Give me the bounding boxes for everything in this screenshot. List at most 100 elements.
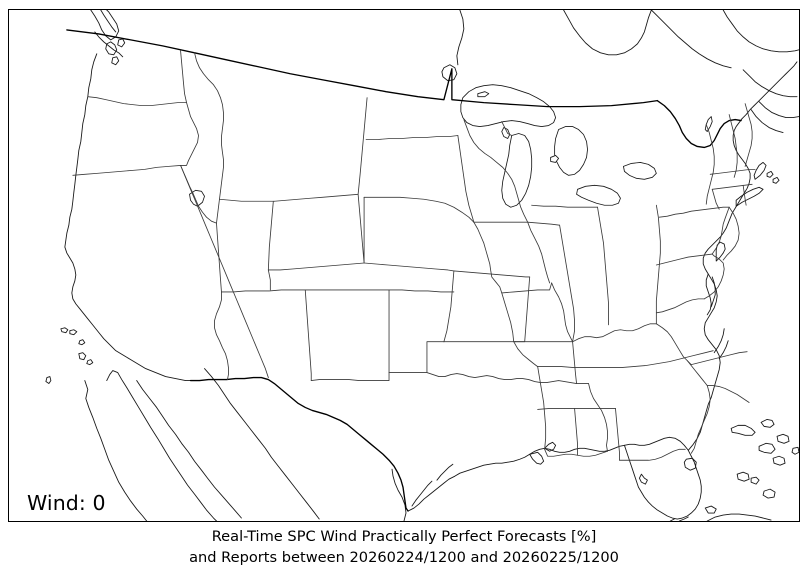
state-border-mt-nd-sd: [357, 97, 368, 195]
state-border-id-mt: [194, 52, 224, 200]
quebec-coast: [722, 10, 799, 53]
state-border-wy-co-ne: [267, 262, 365, 271]
state-border-nm-tx-east: [310, 289, 390, 381]
state-border-ut-co: [267, 269, 271, 291]
state-border-nv-ca: [180, 164, 269, 378]
state-border-ma-vt-nh-north: [709, 168, 756, 175]
channel-islands: [60, 327, 94, 366]
green-bay: [501, 127, 511, 139]
lake-huron: [554, 126, 588, 176]
state-border-mt-wy: [273, 193, 359, 202]
state-border-mn-nd-sd: [457, 135, 475, 223]
state-border-wy-south-edge: [267, 200, 274, 271]
great-lakes-group: [189, 84, 713, 208]
cuba-north-coast: [706, 513, 772, 521]
state-border-in-oh: [597, 206, 609, 326]
conus-map-canvas: [45, 10, 799, 521]
state-border-mi-wi-lake: [501, 121, 513, 136]
state-border-ct-ny: [711, 188, 720, 210]
delaware-bay: [715, 241, 726, 262]
cape-cod: [753, 161, 780, 184]
state-border-nj-ny: [722, 206, 740, 261]
state-border-mo-ar-east: [501, 292, 573, 343]
state-border-il-in: [559, 224, 575, 343]
state-border-wa-id: [180, 50, 187, 104]
pacific-coastline: [64, 53, 191, 381]
lake-michigan: [501, 133, 533, 208]
state-border-nd-sd: [365, 135, 459, 140]
mexico-coastline-group: [45, 368, 407, 521]
state-border-co-ks-west: [443, 270, 455, 343]
report-count-annotation: Wind: 0: [27, 490, 106, 515]
usa-coastline-group: [60, 53, 799, 521]
state-border-sd-ne: [363, 196, 475, 223]
state-border-ut-az: [221, 289, 306, 293]
state-border-ga-fl: [619, 448, 686, 461]
state-border-wi-il: [527, 221, 561, 226]
state-border-mn-wi: [463, 119, 529, 223]
gulf-coastline: [407, 436, 670, 512]
isle-royale: [477, 91, 490, 98]
state-border-sc-nc: [706, 385, 750, 403]
state-border-ky-tn-west: [513, 341, 539, 368]
state-border-mi-in-oh-south: [531, 204, 598, 208]
texas-barrier-islands: [411, 463, 454, 507]
state-border-tn-ms-al: [537, 366, 547, 450]
state-border-va-wv-md: [655, 298, 705, 314]
baja-peninsula-outline: [84, 370, 217, 521]
state-border-ks-east: [515, 276, 531, 343]
state-border-id-wy: [219, 198, 275, 202]
long-island: [735, 186, 764, 207]
maine-coast: [741, 61, 798, 120]
state-border-ky-va-east: [655, 323, 692, 366]
international-borders-group: [66, 29, 742, 512]
state-border-pa-ny: [658, 206, 730, 218]
lake-ontario: [623, 161, 657, 180]
state-border-ma-ct-ri: [711, 183, 753, 190]
state-border-md-de-va: [703, 253, 725, 300]
ontario-rivers-north: [456, 10, 465, 66]
outer-banks-nc: [713, 328, 729, 360]
state-border-ok-ar-east: [572, 341, 577, 384]
georgian-bay-north-shore: [563, 10, 652, 56]
state-border-co-ks-ne: [388, 289, 455, 293]
saginaw-bay: [550, 155, 560, 163]
state-border-tx-south: [544, 448, 608, 457]
mississippi-delta: [529, 441, 557, 465]
conus-map-axes: Wind: 0: [8, 9, 800, 522]
lake-erie: [576, 184, 621, 206]
state-border-ct-ri: [742, 184, 747, 206]
gulf-of-california-east-shore: [136, 380, 242, 519]
state-border-pa-nj-east: [711, 206, 730, 255]
state-border-ne-ia-mo-east: [473, 221, 503, 294]
state-border-tn-al-ga-south: [537, 408, 616, 410]
florida-peninsula: [623, 436, 702, 520]
canada-coastline-group: [90, 10, 799, 133]
state-border-ga-sc: [690, 385, 711, 454]
ottawa-st-lawrence-valley: [650, 10, 732, 69]
state-border-ok-tx-panhandle: [388, 341, 445, 374]
state-border-ia-mo-south: [501, 282, 553, 294]
state-border-vt-nh: [728, 114, 738, 178]
state-border-ms-al: [574, 408, 578, 456]
us-canada-border-49th-parallel: [66, 29, 659, 108]
vancouver-island-and-bc-coast: [90, 10, 124, 58]
state-border-or-ca-nv: [72, 164, 181, 176]
state-border-ny-vt-nh-ma: [705, 124, 715, 205]
mexico-mainland-west-coast: [204, 368, 320, 520]
state-border-wa-or: [87, 96, 187, 107]
state-border-ia-il-mo: [527, 221, 551, 284]
state-border-nh-me: [744, 103, 753, 167]
state-border-wv-pa-md: [655, 253, 713, 266]
state-border-ky-tn: [537, 350, 714, 369]
atlantic-coastline: [687, 118, 751, 451]
state-border-al-ga: [615, 408, 649, 461]
state-border-tn-nc-sc-ga: [686, 360, 708, 386]
lake-champlain: [704, 116, 713, 132]
state-border-in-ky-ohio-river: [572, 323, 657, 343]
lake-of-the-woods: [441, 64, 458, 82]
florida-keys: [669, 516, 689, 521]
figure-title: Real-Time SPC Wind Practically Perfect F…: [0, 526, 808, 568]
new-brunswick-nova-scotia: [742, 69, 799, 133]
